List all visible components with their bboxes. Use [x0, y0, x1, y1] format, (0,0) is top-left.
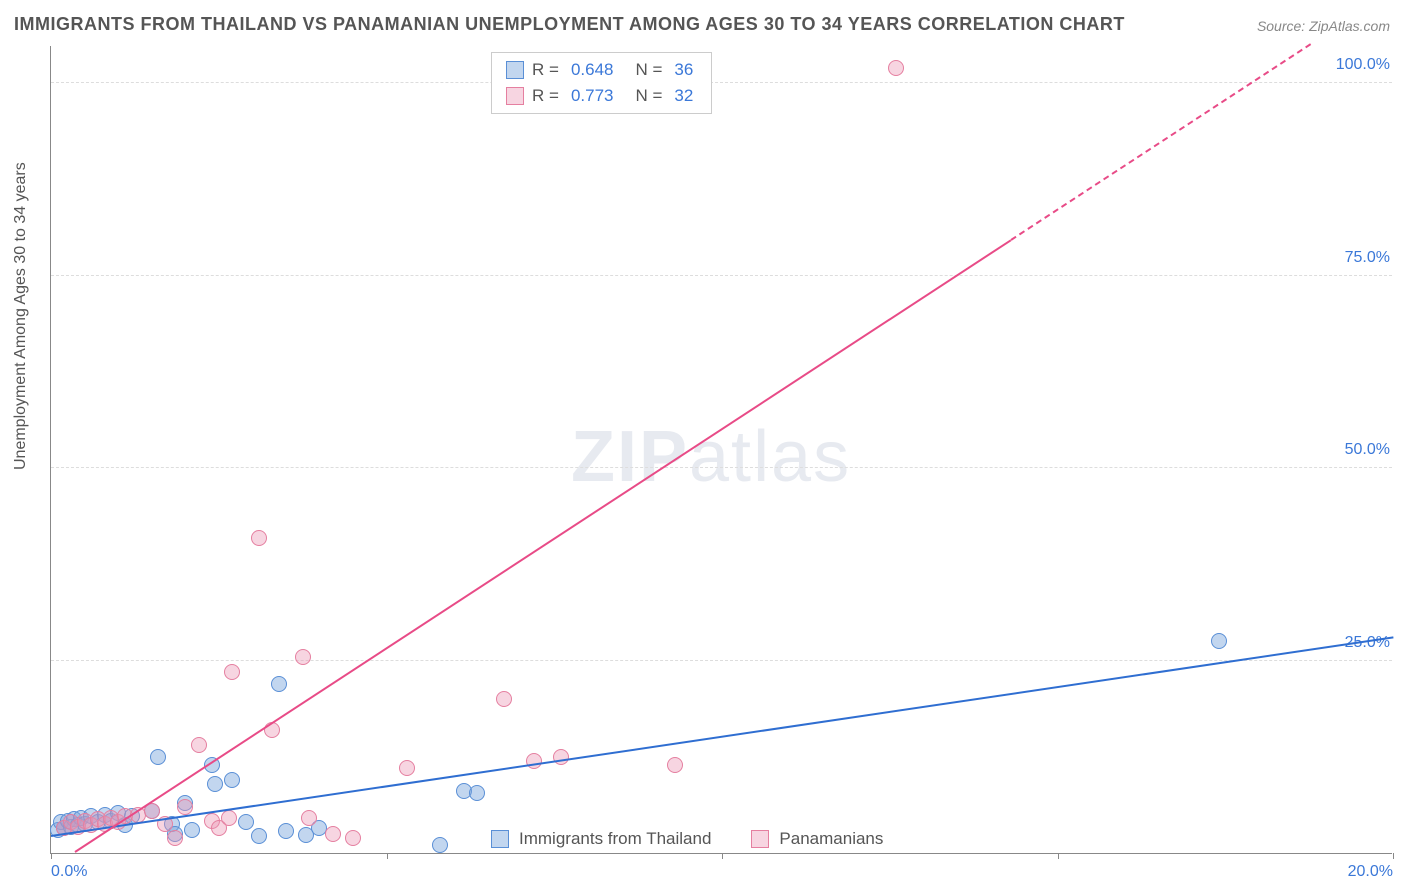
legend-n-label: N = — [635, 60, 662, 80]
y-tick-label: 75.0% — [1341, 249, 1394, 267]
legend-swatch — [506, 87, 524, 105]
data-point-thailand — [251, 828, 267, 844]
data-point-panamanians — [553, 749, 569, 765]
plot-area: ZIPatlas 25.0%50.0%75.0%100.0%0.0%20.0%R… — [50, 46, 1392, 854]
data-point-panamanians — [496, 691, 512, 707]
data-point-panamanians — [251, 530, 267, 546]
x-tick-mark — [722, 853, 723, 859]
y-axis-label: Unemployment Among Ages 30 to 34 years — [12, 162, 30, 470]
y-tick-label: 50.0% — [1341, 441, 1394, 459]
legend-label: Immigrants from Thailand — [519, 829, 711, 849]
x-tick-label: 20.0% — [1348, 863, 1393, 881]
x-tick-label: 0.0% — [51, 863, 87, 881]
gridline — [51, 467, 1392, 468]
legend-r-label: R = — [532, 60, 559, 80]
data-point-panamanians — [301, 810, 317, 826]
data-point-thailand — [278, 823, 294, 839]
data-point-thailand — [432, 837, 448, 853]
data-point-thailand — [1211, 633, 1227, 649]
legend-r-value: 0.773 — [571, 86, 614, 106]
watermark-light: atlas — [689, 417, 851, 497]
correlation-legend-row-thailand: R = 0.648 N = 36 — [492, 57, 711, 83]
legend-n-value: 36 — [674, 60, 693, 80]
data-point-panamanians — [221, 810, 237, 826]
x-tick-mark — [387, 853, 388, 859]
data-point-panamanians — [295, 649, 311, 665]
data-point-thailand — [224, 772, 240, 788]
legend-n-value: 32 — [674, 86, 693, 106]
x-tick-mark — [51, 853, 52, 859]
correlation-legend: R = 0.648 N = 36 R = 0.773 N = 32 — [491, 52, 712, 114]
chart-title: IMMIGRANTS FROM THAILAND VS PANAMANIAN U… — [14, 14, 1125, 35]
legend-r-value: 0.648 — [571, 60, 614, 80]
data-point-panamanians — [888, 60, 904, 76]
legend-swatch — [491, 830, 509, 848]
data-point-thailand — [238, 814, 254, 830]
watermark: ZIPatlas — [571, 416, 851, 498]
series-legend: Immigrants from Thailand Panamanians — [491, 829, 913, 849]
data-point-panamanians — [399, 760, 415, 776]
legend-swatch — [751, 830, 769, 848]
watermark-bold: ZIP — [571, 417, 689, 497]
data-point-thailand — [150, 749, 166, 765]
source-attribution: Source: ZipAtlas.com — [1257, 18, 1390, 34]
correlation-legend-row-panamanians: R = 0.773 N = 32 — [492, 83, 711, 109]
data-point-panamanians — [191, 737, 207, 753]
data-point-panamanians — [177, 799, 193, 815]
legend-swatch — [506, 61, 524, 79]
legend-label: Panamanians — [779, 829, 883, 849]
trend-line-dashed-panamanians — [1010, 43, 1311, 241]
x-tick-mark — [1058, 853, 1059, 859]
data-point-panamanians — [345, 830, 361, 846]
data-point-thailand — [469, 785, 485, 801]
x-tick-mark — [1393, 853, 1394, 859]
legend-n-label: N = — [635, 86, 662, 106]
data-point-thailand — [184, 822, 200, 838]
data-point-panamanians — [667, 757, 683, 773]
data-point-panamanians — [224, 664, 240, 680]
legend-r-label: R = — [532, 86, 559, 106]
data-point-panamanians — [167, 830, 183, 846]
data-point-panamanians — [325, 826, 341, 842]
data-point-thailand — [207, 776, 223, 792]
gridline — [51, 275, 1392, 276]
chart-container: IMMIGRANTS FROM THAILAND VS PANAMANIAN U… — [0, 0, 1406, 892]
gridline — [51, 660, 1392, 661]
y-tick-label: 100.0% — [1332, 56, 1394, 74]
data-point-thailand — [271, 676, 287, 692]
trend-line-panamanians — [74, 239, 1011, 853]
gridline — [51, 82, 1392, 83]
